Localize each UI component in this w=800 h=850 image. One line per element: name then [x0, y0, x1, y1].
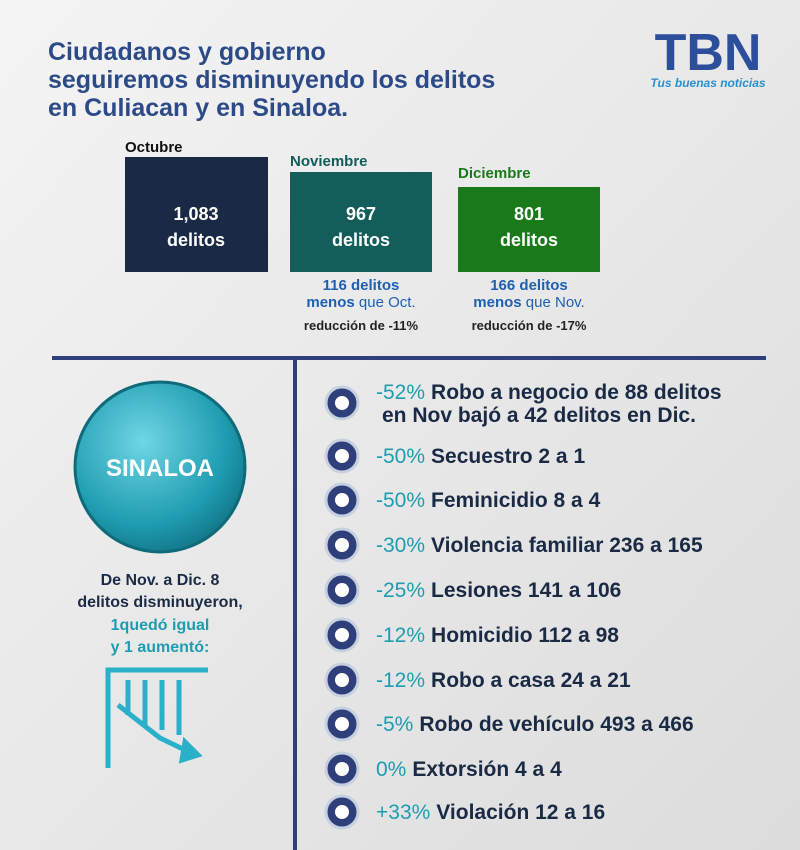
item-desc: Robo de vehículo 493 a 466 [419, 713, 693, 736]
item-pct: 0% [376, 758, 406, 781]
reduction: reducción de -17% [472, 318, 587, 333]
logo: TBN [655, 24, 762, 82]
item-desc: Homicidio 112 a 98 [431, 624, 619, 647]
summary: De Nov. a Dic. 8 [101, 572, 220, 589]
item-text: -12% Homicidio 112 a 98 [376, 624, 619, 647]
less: menos [306, 294, 354, 311]
summary: y 1 aumentó: [111, 639, 210, 656]
item-icon-inner [335, 717, 349, 731]
item-icon-inner [335, 583, 349, 597]
item-desc: Robo a negocio de 88 delitos [431, 381, 722, 404]
diff: 166 delitos [490, 277, 568, 294]
item-pct: -50% [376, 445, 425, 468]
item-text: -30% Violencia familiar 236 a 165 [376, 534, 703, 557]
month-label: Octubre [125, 139, 183, 156]
title-line: Ciudadanos y gobierno [48, 38, 326, 66]
month-unit: delitos [167, 230, 225, 250]
item-text: -12% Robo a casa 24 a 21 [376, 669, 631, 692]
item-icon-inner [335, 673, 349, 687]
item-icon-inner [335, 493, 349, 507]
month-value: 1,083 [173, 204, 218, 224]
item-desc: Feminicidio 8 a 4 [431, 489, 601, 512]
month-box [125, 157, 268, 272]
summary: 1quedó igual [111, 617, 210, 634]
than: que Nov. [526, 294, 585, 311]
item-text: -52% Robo a negocio de 88 delitos [376, 381, 722, 404]
item-desc: Violencia familiar 236 a 165 [431, 534, 703, 557]
title-line: seguiremos disminuyendo los delitos [48, 66, 495, 94]
item-desc: Robo a casa 24 a 21 [431, 669, 631, 692]
summary: delitos disminuyeron, [77, 594, 242, 611]
item-icon-inner [335, 396, 349, 410]
logo-tagline: Tus buenas noticias [650, 76, 765, 90]
item-icon-inner [335, 538, 349, 552]
item-pct: +33% [376, 801, 430, 824]
diff: 116 delitos [323, 277, 400, 294]
month-box [290, 172, 432, 272]
item-icon-inner [335, 762, 349, 776]
item-desc: Extorsión 4 a 4 [412, 758, 562, 781]
item-pct: -12% [376, 669, 425, 692]
item-pct: -25% [376, 579, 425, 602]
diff-less: menos que Oct. [306, 294, 415, 311]
badge [73, 380, 247, 554]
badge-text: SINALOA [106, 455, 214, 482]
item-desc: Lesiones 141 a 106 [431, 579, 621, 602]
item-text: -25% Lesiones 141 a 106 [376, 579, 621, 602]
month-unit: delitos [500, 230, 558, 250]
trend-icon [105, 667, 208, 768]
diff-less: menos que Nov. [473, 294, 584, 311]
reduction: reducción de -11% [304, 318, 419, 333]
title-line: en Culiacan y en Sinaloa. [48, 94, 348, 122]
item-text: -50% Feminicidio 8 a 4 [376, 489, 601, 512]
item-icon-inner [335, 449, 349, 463]
title: Ciudadanos y gobierno seguiremos disminu… [48, 38, 495, 122]
month-label: Noviembre [290, 153, 368, 170]
item-pct: -50% [376, 489, 425, 512]
item-desc: Secuestro 2 a 1 [431, 445, 585, 468]
item-pct: -5% [376, 713, 413, 736]
month-label: Diciembre [458, 165, 531, 182]
item-pct: -30% [376, 534, 425, 557]
item-text: -5% Robo de vehículo 493 a 466 [376, 713, 694, 736]
item-icon-inner [335, 805, 349, 819]
item-pct: -52% [376, 381, 425, 404]
item-desc: Violación 12 a 16 [436, 801, 605, 824]
item-text: -50% Secuestro 2 a 1 [376, 445, 585, 468]
month-unit: delitos [332, 230, 390, 250]
item-icon-inner [335, 628, 349, 642]
item-text: +33% Violación 12 a 16 [376, 801, 605, 824]
item-text: 0% Extorsión 4 a 4 [376, 758, 562, 781]
month-value: 967 [346, 204, 376, 224]
item-text: en Nov bajó a 42 delitos en Dic. [382, 404, 696, 427]
month-box [458, 187, 600, 272]
month-value: 801 [514, 204, 544, 224]
item-pct: -12% [376, 624, 425, 647]
than: que Oct. [359, 294, 416, 311]
less: menos [473, 294, 521, 311]
